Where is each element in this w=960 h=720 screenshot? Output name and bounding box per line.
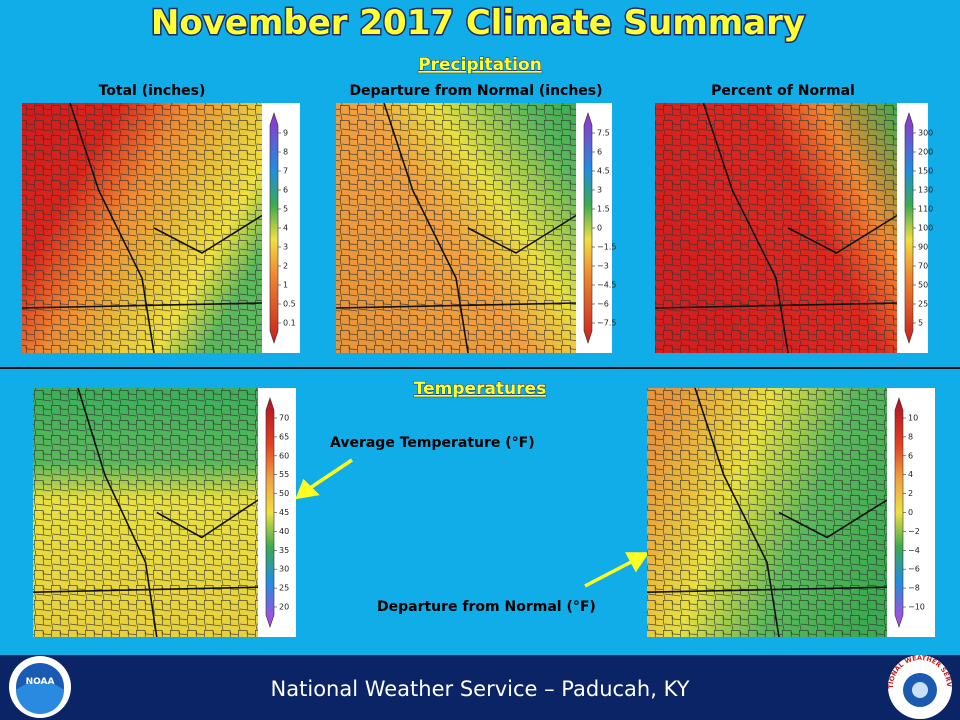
legend-label: 3 [597,186,602,195]
legend-label: 65 [279,432,289,441]
legend-label: 1.5 [597,205,610,214]
legend-label: −10 [908,603,925,612]
legend-label: 70 [279,414,289,423]
legend-label: −6 [908,565,920,574]
county-lines [336,103,576,353]
state-border [646,387,888,638]
state-border [335,102,577,354]
legend-label: 0.5 [283,300,296,309]
legend-label: 2 [283,262,288,271]
noaa-text: NOAA [26,677,55,687]
map-title: Departure from Normal (°F) [377,599,596,615]
slide-title: November 2017 Climate Summary [151,3,805,43]
legend-label: 0 [908,508,913,517]
legend-label: −4 [908,546,920,555]
legend-label: −4.5 [597,281,616,290]
legend-label: 90 [918,243,928,252]
legend-label: 50 [279,489,289,498]
legend-label: 10 [908,414,918,423]
legend-label: 200 [918,148,933,157]
map-title: Departure from Normal (inches) [349,83,602,99]
footer-text: National Weather Service – Paducah, KY [271,677,690,701]
legend-label: 30 [279,565,289,574]
section-heading: Precipitation [418,55,542,75]
county-lines [647,388,887,637]
county-lines [655,103,897,353]
legend-label: 7.5 [597,129,610,138]
legend-label: 4 [908,470,913,479]
legend-label: 5 [918,319,923,328]
legend-label: −6 [597,300,609,309]
legend-label: −2 [908,527,920,536]
legend-label: 6 [908,451,913,460]
legend-label: 0 [597,224,602,233]
color-bar [269,112,279,344]
legend-label: 3 [283,243,288,252]
state-border [654,102,898,354]
legend-label: −1.5 [597,243,616,252]
legend-label: 4.5 [597,167,610,176]
legend-label: 100 [918,224,933,233]
legend-label: 45 [279,508,289,517]
legend-label: 35 [279,546,289,555]
legend-label: 300 [918,129,933,138]
color-bar [265,397,275,628]
legend-label: 6 [597,148,602,157]
legend-label: 150 [918,167,933,176]
state-border [21,102,263,354]
county-lines [22,103,262,353]
legend-label: 70 [918,262,928,271]
map-title: Average Temperature (°F) [330,435,535,451]
legend-label: 7 [283,167,288,176]
map-title: Total (inches) [99,83,206,99]
legend-label: 5 [283,205,288,214]
legend-label: 1 [283,281,288,290]
map-title: Percent of Normal [711,83,855,99]
legend-label: −8 [908,584,920,593]
legend-label: 2 [908,489,913,498]
color-bar [894,397,904,628]
legend-label: −3 [597,262,609,271]
legend-label: 110 [918,205,933,214]
legend-label: 6 [283,186,288,195]
noaa-logo: NOAA [9,656,71,718]
legend-label: 25 [279,584,289,593]
legend-label: 4 [283,224,288,233]
legend-label: 130 [918,186,933,195]
legend-label: 20 [279,603,289,612]
state-border [32,387,259,638]
footer-bar [0,655,960,720]
legend-label: 8 [283,148,288,157]
color-bar [904,112,914,344]
legend-label: 40 [279,527,289,536]
legend-label: −7.5 [597,319,616,328]
legend-label: 55 [279,470,289,479]
county-lines [33,388,258,637]
legend-label: 9 [283,129,288,138]
legend-label: 50 [918,281,928,290]
color-bar [583,112,593,344]
legend-label: 60 [279,451,289,460]
legend-label: 0.1 [283,319,296,328]
arrows [295,458,650,588]
section-heading: Temperatures [414,379,546,399]
legend-label: 25 [918,300,928,309]
legend-label: 8 [908,432,913,441]
